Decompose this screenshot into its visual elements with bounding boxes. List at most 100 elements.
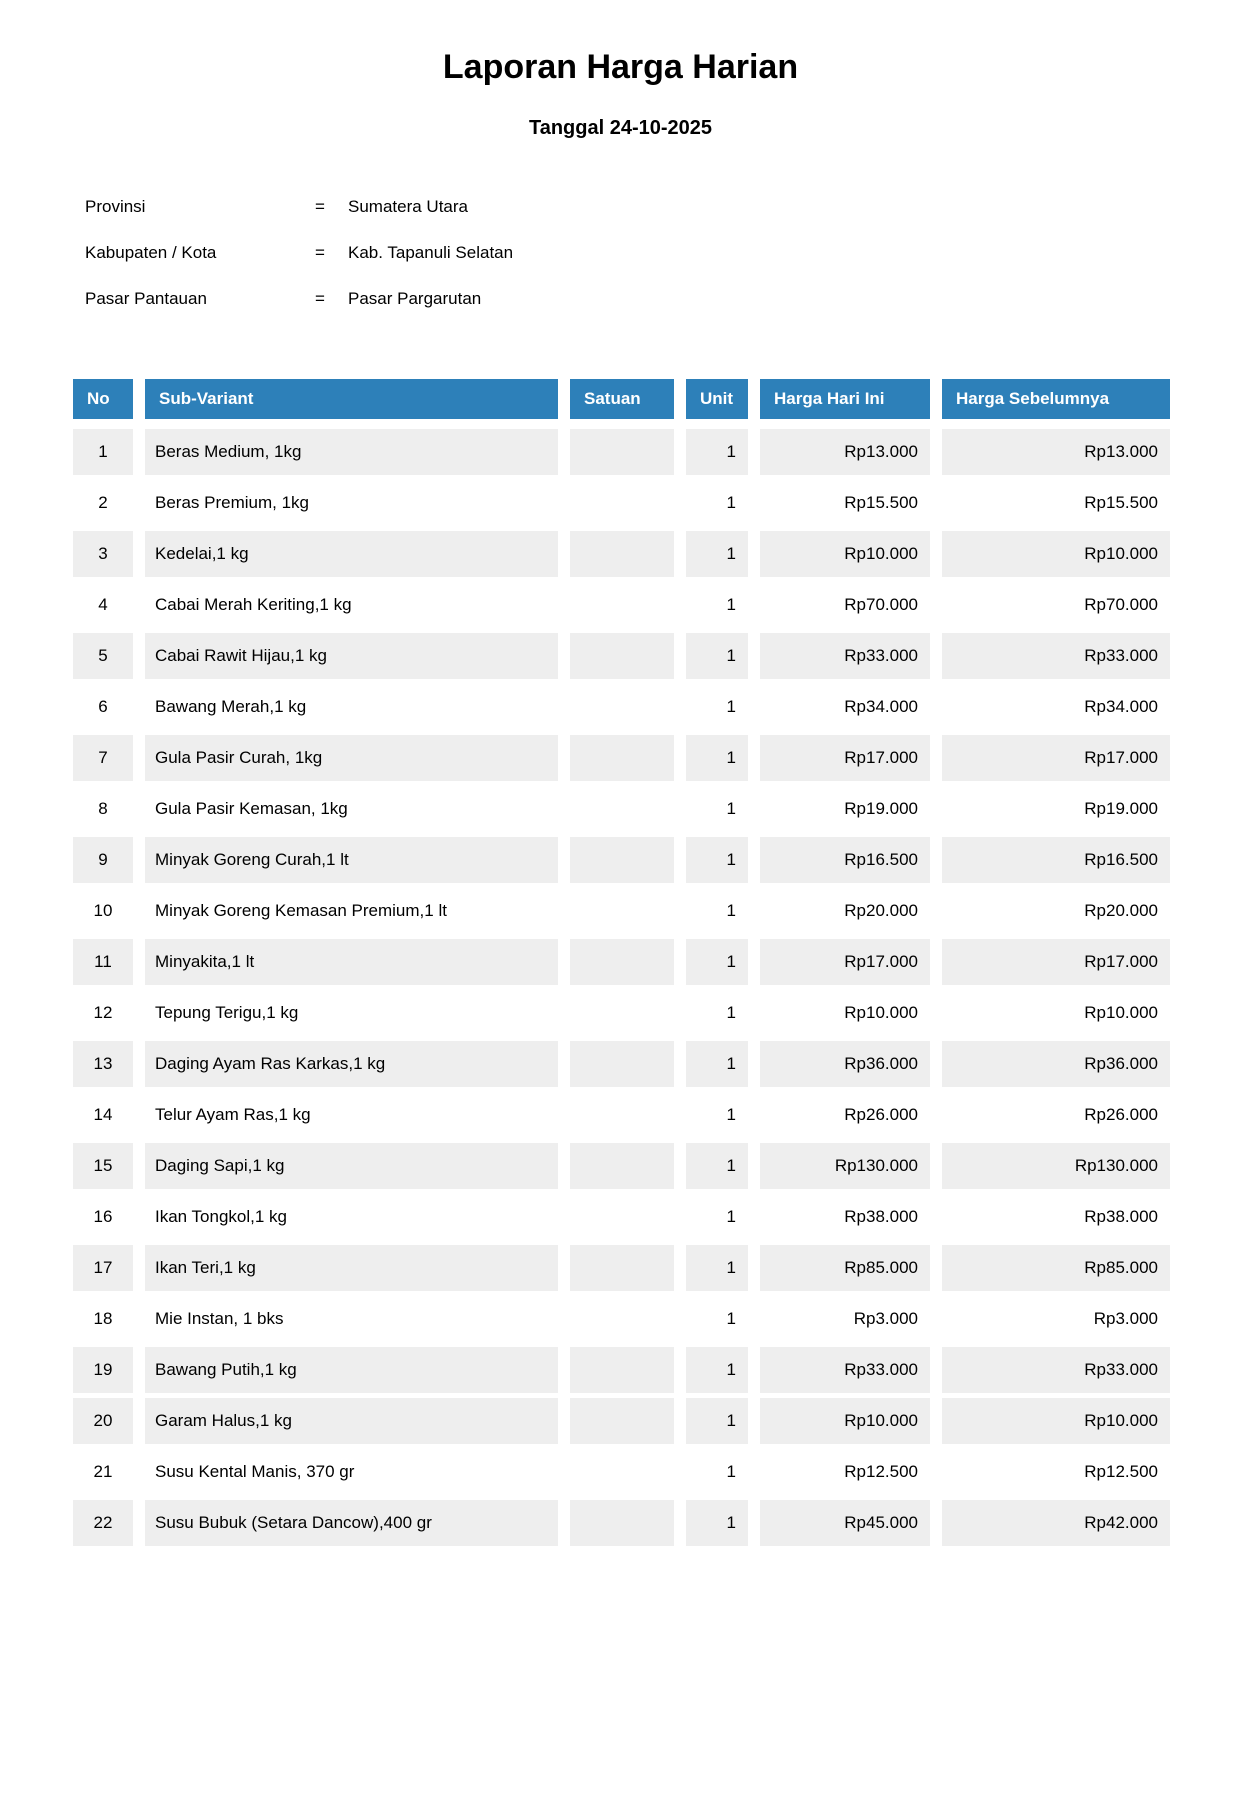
cell-harga-hari-ini: Rp45.000 xyxy=(760,1500,930,1546)
cell-no: 18 xyxy=(73,1296,133,1342)
column-header-satuan: Satuan xyxy=(570,379,674,424)
cell-no: 2 xyxy=(73,480,133,526)
cell-satuan xyxy=(570,990,674,1036)
cell-sub-variant: Minyak Goreng Kemasan Premium,1 lt xyxy=(145,888,558,934)
cell-unit: 1 xyxy=(686,1296,748,1342)
cell-sub-variant: Bawang Merah,1 kg xyxy=(145,684,558,730)
cell-harga-sebelumnya: Rp33.000 xyxy=(942,1347,1170,1393)
cell-harga-hari-ini: Rp17.000 xyxy=(760,735,930,781)
cell-unit: 1 xyxy=(686,888,748,934)
cell-no: 22 xyxy=(73,1500,133,1546)
meta-label: Kabupaten / Kota xyxy=(85,243,315,263)
cell-no: 11 xyxy=(73,939,133,985)
cell-unit: 1 xyxy=(686,1347,748,1393)
cell-unit: 1 xyxy=(686,633,748,679)
cell-no: 8 xyxy=(73,786,133,832)
table-row: 1 Beras Medium, 1kg 1 Rp13.000 Rp13.000 xyxy=(73,429,1170,475)
table-row: 12 Tepung Terigu,1 kg 1 Rp10.000 Rp10.00… xyxy=(73,990,1170,1036)
cell-no: 13 xyxy=(73,1041,133,1087)
cell-no: 7 xyxy=(73,735,133,781)
cell-harga-hari-ini: Rp26.000 xyxy=(760,1092,930,1138)
cell-sub-variant: Daging Ayam Ras Karkas,1 kg xyxy=(145,1041,558,1087)
cell-no: 9 xyxy=(73,837,133,883)
cell-sub-variant: Ikan Tongkol,1 kg xyxy=(145,1194,558,1240)
cell-no: 4 xyxy=(73,582,133,628)
cell-sub-variant: Bawang Putih,1 kg xyxy=(145,1347,558,1393)
cell-harga-sebelumnya: Rp10.000 xyxy=(942,531,1170,577)
table-row: 17 Ikan Teri,1 kg 1 Rp85.000 Rp85.000 xyxy=(73,1245,1170,1291)
cell-unit: 1 xyxy=(686,1194,748,1240)
cell-satuan xyxy=(570,582,674,628)
cell-sub-variant: Gula Pasir Kemasan, 1kg xyxy=(145,786,558,832)
cell-harga-hari-ini: Rp12.500 xyxy=(760,1449,930,1495)
meta-value: Pasar Pargarutan xyxy=(348,289,1241,309)
table-row: 8 Gula Pasir Kemasan, 1kg 1 Rp19.000 Rp1… xyxy=(73,786,1170,832)
table-row: 22 Susu Bubuk (Setara Dancow),400 gr 1 R… xyxy=(73,1500,1170,1546)
cell-unit: 1 xyxy=(686,1041,748,1087)
cell-harga-hari-ini: Rp3.000 xyxy=(760,1296,930,1342)
cell-no: 3 xyxy=(73,531,133,577)
table-row: 9 Minyak Goreng Curah,1 lt 1 Rp16.500 Rp… xyxy=(73,837,1170,883)
cell-harga-hari-ini: Rp34.000 xyxy=(760,684,930,730)
cell-unit: 1 xyxy=(686,684,748,730)
price-table-wrapper: No Sub-Variant Satuan Unit Harga Hari In… xyxy=(61,374,1241,1551)
cell-harga-sebelumnya: Rp42.000 xyxy=(942,1500,1170,1546)
cell-harga-hari-ini: Rp20.000 xyxy=(760,888,930,934)
cell-harga-sebelumnya: Rp19.000 xyxy=(942,786,1170,832)
cell-unit: 1 xyxy=(686,1143,748,1189)
cell-harga-sebelumnya: Rp17.000 xyxy=(942,735,1170,781)
meta-row: Pasar Pantauan = Pasar Pargarutan xyxy=(85,289,1241,309)
cell-harga-sebelumnya: Rp10.000 xyxy=(942,1398,1170,1444)
cell-satuan xyxy=(570,888,674,934)
cell-unit: 1 xyxy=(686,786,748,832)
cell-satuan xyxy=(570,1296,674,1342)
price-table: No Sub-Variant Satuan Unit Harga Hari In… xyxy=(61,374,1182,1551)
equals-sign: = xyxy=(315,289,348,309)
cell-sub-variant: Telur Ayam Ras,1 kg xyxy=(145,1092,558,1138)
cell-harga-sebelumnya: Rp10.000 xyxy=(942,990,1170,1036)
cell-no: 5 xyxy=(73,633,133,679)
cell-satuan xyxy=(570,1449,674,1495)
cell-unit: 1 xyxy=(686,480,748,526)
cell-unit: 1 xyxy=(686,429,748,475)
cell-satuan xyxy=(570,735,674,781)
cell-satuan xyxy=(570,1398,674,1444)
cell-satuan xyxy=(570,939,674,985)
table-row: 18 Mie Instan, 1 bks 1 Rp3.000 Rp3.000 xyxy=(73,1296,1170,1342)
column-header-no: No xyxy=(73,379,133,424)
cell-harga-hari-ini: Rp15.500 xyxy=(760,480,930,526)
cell-satuan xyxy=(570,429,674,475)
cell-harga-sebelumnya: Rp38.000 xyxy=(942,1194,1170,1240)
cell-no: 10 xyxy=(73,888,133,934)
table-row: 3 Kedelai,1 kg 1 Rp10.000 Rp10.000 xyxy=(73,531,1170,577)
column-header-unit: Unit xyxy=(686,379,748,424)
table-row: 20 Garam Halus,1 kg 1 Rp10.000 Rp10.000 xyxy=(73,1398,1170,1444)
cell-unit: 1 xyxy=(686,1245,748,1291)
cell-sub-variant: Minyak Goreng Curah,1 lt xyxy=(145,837,558,883)
meta-value: Kab. Tapanuli Selatan xyxy=(348,243,1241,263)
cell-satuan xyxy=(570,1245,674,1291)
cell-sub-variant: Beras Premium, 1kg xyxy=(145,480,558,526)
table-row: 11 Minyakita,1 lt 1 Rp17.000 Rp17.000 xyxy=(73,939,1170,985)
cell-harga-hari-ini: Rp36.000 xyxy=(760,1041,930,1087)
cell-harga-hari-ini: Rp10.000 xyxy=(760,1398,930,1444)
cell-satuan xyxy=(570,837,674,883)
cell-unit: 1 xyxy=(686,1092,748,1138)
cell-harga-sebelumnya: Rp17.000 xyxy=(942,939,1170,985)
cell-harga-sebelumnya: Rp15.500 xyxy=(942,480,1170,526)
cell-harga-sebelumnya: Rp12.500 xyxy=(942,1449,1170,1495)
cell-harga-hari-ini: Rp70.000 xyxy=(760,582,930,628)
cell-sub-variant: Susu Bubuk (Setara Dancow),400 gr xyxy=(145,1500,558,1546)
cell-harga-hari-ini: Rp19.000 xyxy=(760,786,930,832)
cell-harga-sebelumnya: Rp3.000 xyxy=(942,1296,1170,1342)
cell-sub-variant: Minyakita,1 lt xyxy=(145,939,558,985)
cell-harga-hari-ini: Rp33.000 xyxy=(760,633,930,679)
cell-sub-variant: Tepung Terigu,1 kg xyxy=(145,990,558,1036)
cell-sub-variant: Cabai Merah Keriting,1 kg xyxy=(145,582,558,628)
cell-no: 20 xyxy=(73,1398,133,1444)
cell-sub-variant: Mie Instan, 1 bks xyxy=(145,1296,558,1342)
page-subtitle: Tanggal 24-10-2025 xyxy=(0,117,1241,140)
cell-harga-sebelumnya: Rp34.000 xyxy=(942,684,1170,730)
table-row: 15 Daging Sapi,1 kg 1 Rp130.000 Rp130.00… xyxy=(73,1143,1170,1189)
cell-unit: 1 xyxy=(686,735,748,781)
